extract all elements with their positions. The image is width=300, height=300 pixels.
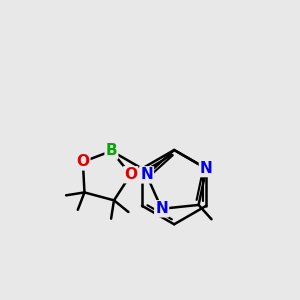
Text: O: O: [76, 154, 89, 169]
Text: N: N: [200, 161, 213, 176]
Text: N: N: [155, 201, 168, 216]
Text: N: N: [140, 167, 153, 182]
Text: O: O: [124, 167, 137, 182]
Text: B: B: [106, 143, 117, 158]
